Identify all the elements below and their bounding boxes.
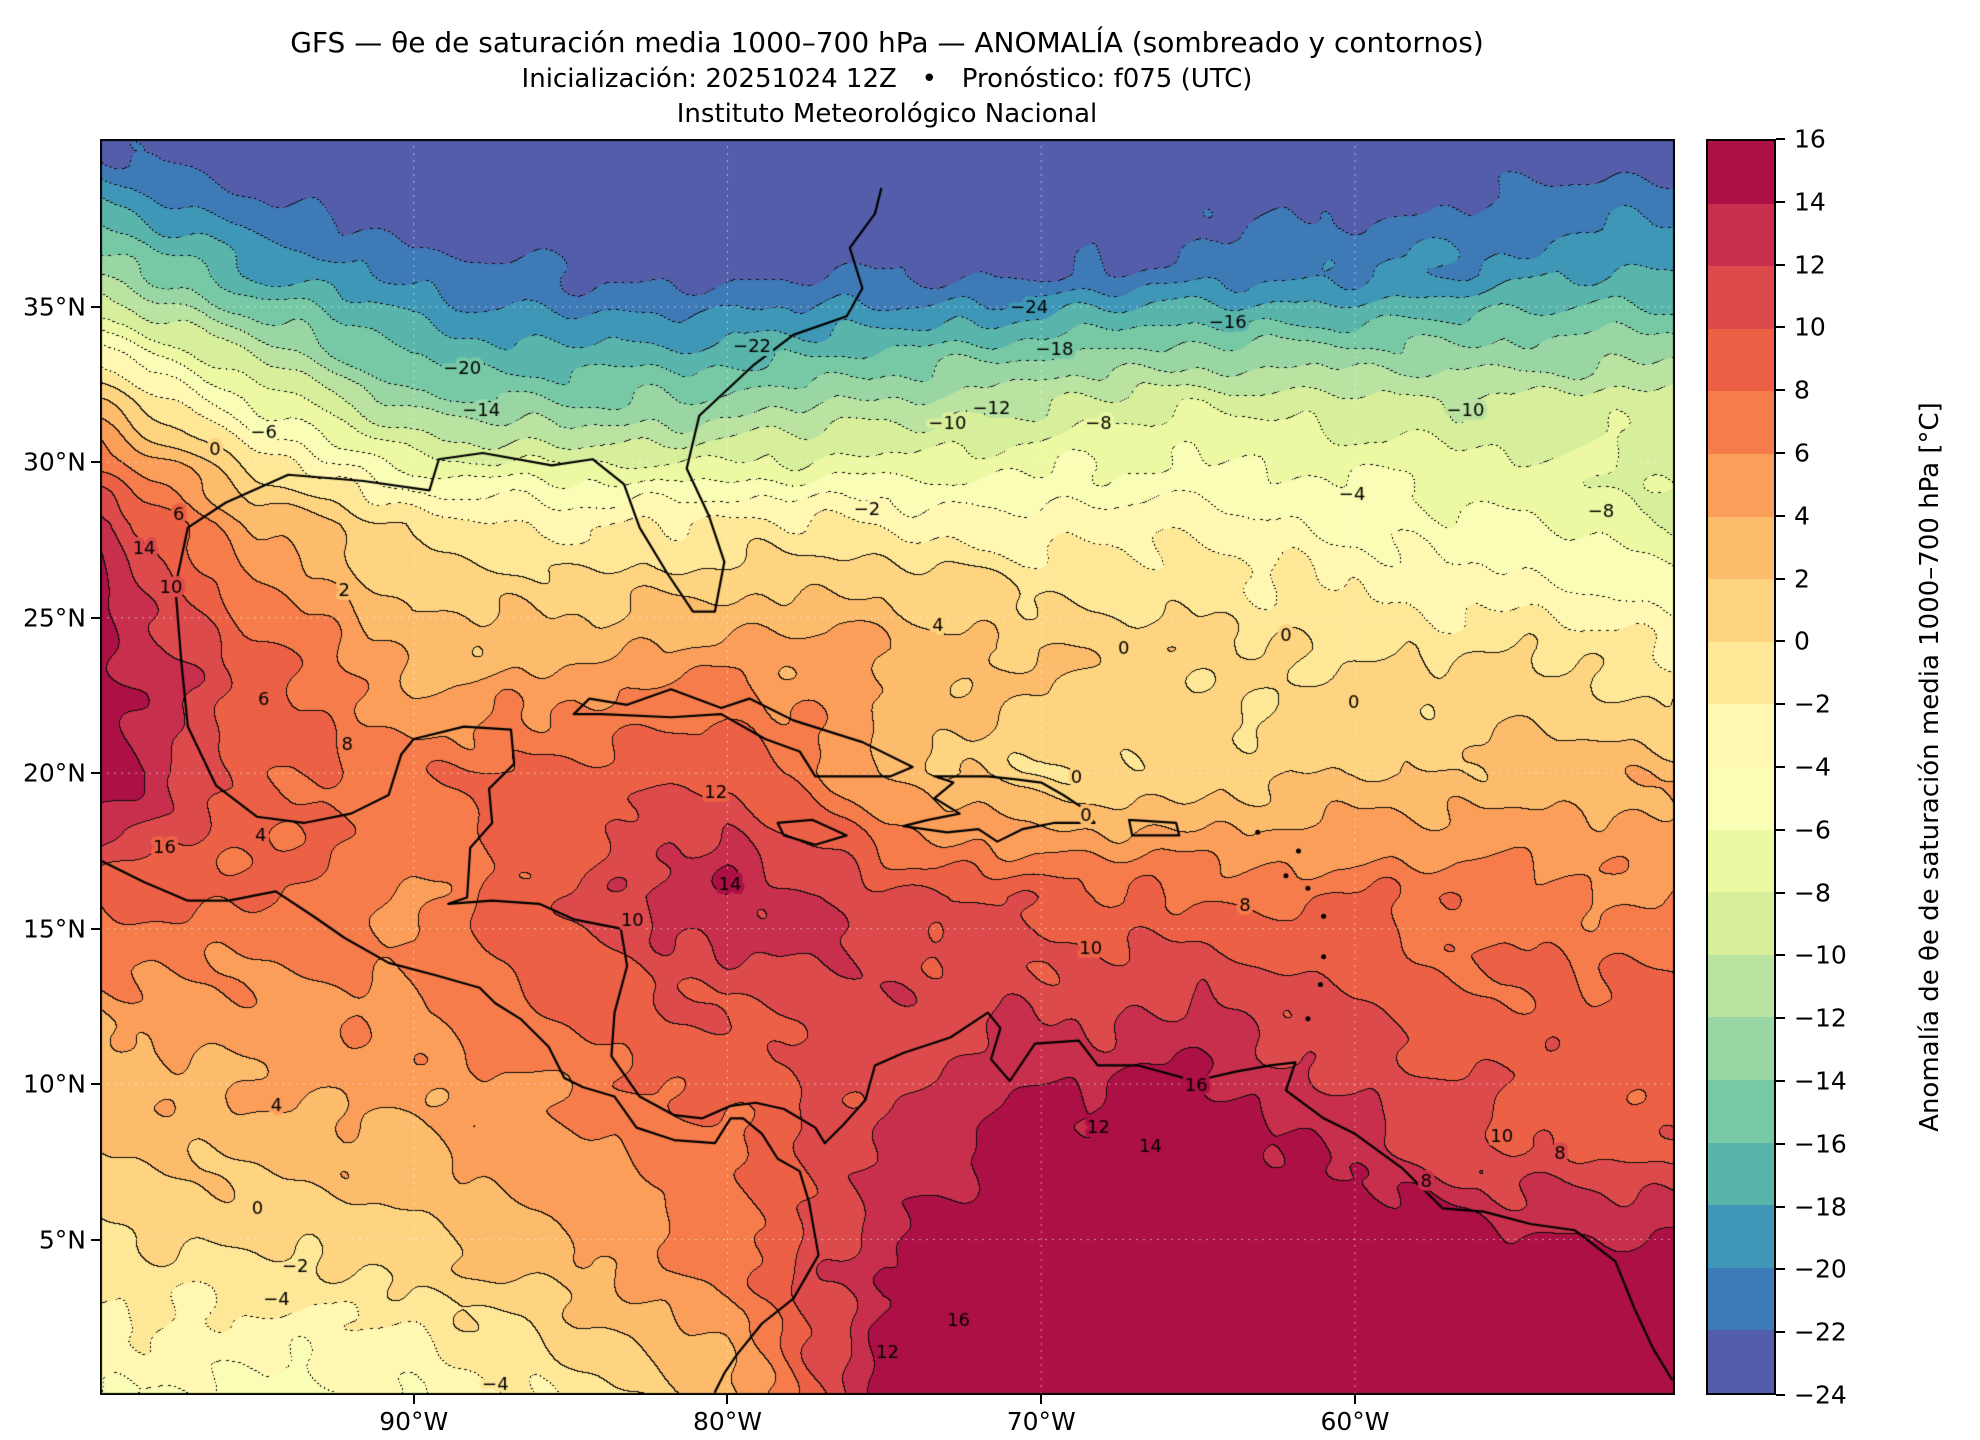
x-axis-tick-label: 80°W (692, 1407, 762, 1436)
colorbar-tickmark (1776, 326, 1785, 329)
colorbar-tick-label: −14 (1794, 1066, 1847, 1096)
colorbar-segment (1708, 1205, 1774, 1268)
colorbar-tick-label: 12 (1794, 250, 1826, 280)
y-axis-tick-label: 15°N (22, 914, 86, 944)
y-axis-tickmark (91, 616, 100, 619)
colorbar-tickmark (1776, 828, 1785, 831)
colorbar-tickmark (1776, 766, 1785, 768)
colorbar-segment (1708, 1079, 1774, 1143)
colorbar-segment (1708, 141, 1774, 204)
y-axis-tickmark (91, 1083, 100, 1086)
colorbar-segment (1708, 453, 1774, 517)
x-axis-tickmark (412, 1395, 415, 1404)
colorbar-tickmark (1776, 1142, 1785, 1145)
colorbar-tickmark (1776, 703, 1785, 706)
colorbar-segment (1708, 516, 1774, 580)
colorbar-tickmark (1776, 891, 1785, 894)
colorbar-segment (1708, 641, 1774, 705)
colorbar-tick-label: 10 (1794, 312, 1826, 342)
chart-subtitle-institution: Instituto Meteorológico Nacional (676, 99, 1098, 129)
x-axis-tickmark (1353, 1395, 1356, 1404)
colorbar-axis-label: Anomalía de θe de saturación media 1000–… (1915, 402, 1945, 1132)
colorbar-tick-label: −8 (1794, 878, 1831, 908)
x-axis-tickmark (1040, 1395, 1043, 1404)
colorbar-tickmark (1776, 1394, 1785, 1396)
x-axis-tick-label: 70°W (1006, 1407, 1076, 1436)
y-axis-tickmark (91, 927, 100, 930)
colorbar-segment (1708, 766, 1774, 830)
x-axis-tick-label: 60°W (1320, 1407, 1390, 1436)
colorbar-tickmark (1776, 1017, 1785, 1020)
colorbar-tick-label: 0 (1794, 626, 1810, 656)
colorbar-tickmark (1776, 263, 1785, 266)
colorbar-segment (1708, 892, 1774, 955)
chart-subtitle-init-forecast: Inicialización: 20251024 12Z • Pronóstic… (521, 64, 1253, 94)
colorbar-tick-label: 2 (1794, 564, 1810, 594)
colorbar-tickmark (1776, 1331, 1785, 1334)
y-axis-tick-label: 5°N (38, 1225, 86, 1255)
y-axis-tickmark (91, 305, 100, 308)
y-axis-tick-label: 25°N (22, 603, 86, 633)
colorbar-segment (1708, 1017, 1774, 1080)
colorbar-tick-label: −10 (1794, 940, 1847, 970)
colorbar-segment (1708, 1330, 1774, 1393)
colorbar-tick-label: 4 (1794, 501, 1810, 531)
colorbar-segment (1708, 203, 1774, 267)
colorbar-tickmark (1776, 1205, 1785, 1208)
map-plot-canvas (100, 139, 1675, 1395)
colorbar-tickmark (1776, 138, 1785, 140)
colorbar-segment (1708, 328, 1774, 392)
colorbar-tick-label: −6 (1794, 815, 1831, 845)
colorbar-tickmark (1776, 1268, 1785, 1271)
colorbar-segment (1708, 391, 1774, 454)
y-axis-tick-label: 35°N (22, 292, 86, 322)
colorbar-tick-label: −2 (1794, 689, 1831, 719)
colorbar-tick-label: −16 (1794, 1129, 1847, 1159)
colorbar-segment (1708, 579, 1774, 642)
colorbar-tick-label: −12 (1794, 1003, 1847, 1033)
colorbar-tickmark (1776, 389, 1785, 392)
colorbar-tick-label: 8 (1794, 375, 1810, 405)
colorbar-tick-label: 6 (1794, 438, 1810, 468)
colorbar-segment (1708, 954, 1774, 1018)
colorbar-segment (1708, 266, 1774, 329)
colorbar-tickmark (1776, 452, 1785, 454)
colorbar-segment (1708, 1142, 1774, 1206)
colorbar-tick-label: −20 (1794, 1254, 1847, 1284)
y-axis-tickmark (91, 1238, 100, 1241)
y-axis-tick-label: 20°N (22, 758, 86, 788)
y-axis-tickmark (91, 461, 100, 464)
colorbar-tickmark (1776, 954, 1785, 957)
chart-title: GFS — θe de saturación media 1000–700 hP… (290, 26, 1484, 59)
colorbar-tickmark (1776, 640, 1785, 643)
colorbar-tickmark (1776, 1080, 1785, 1082)
colorbar-tick-label: −4 (1794, 752, 1831, 782)
colorbar-tick-label: −24 (1794, 1380, 1847, 1410)
colorbar-segment (1708, 1267, 1774, 1331)
colorbar-segment (1708, 704, 1774, 767)
colorbar-tickmark (1776, 514, 1785, 517)
colorbar-segment (1708, 829, 1774, 893)
colorbar-tick-label: −18 (1794, 1192, 1847, 1222)
colorbar (1706, 139, 1776, 1395)
y-axis-tick-label: 30°N (22, 447, 86, 477)
x-axis-tick-label: 90°W (379, 1407, 449, 1436)
y-axis-tick-label: 10°N (22, 1069, 86, 1099)
colorbar-tick-label: 14 (1794, 187, 1826, 217)
x-axis-tickmark (726, 1395, 729, 1404)
colorbar-tick-label: 16 (1794, 124, 1826, 154)
colorbar-tickmark (1776, 200, 1785, 203)
y-axis-tickmark (91, 772, 100, 775)
colorbar-tickmark (1776, 577, 1785, 580)
colorbar-tick-label: −22 (1794, 1317, 1847, 1347)
